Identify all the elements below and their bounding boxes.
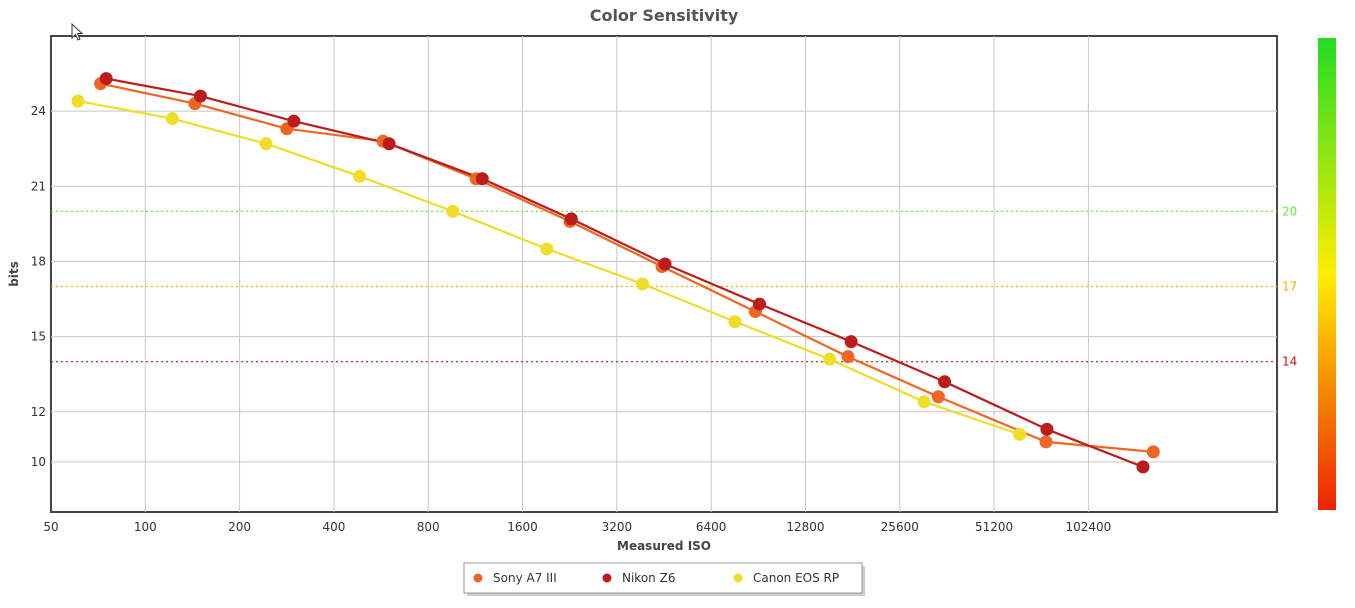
data-point [564,212,578,226]
data-point [636,277,650,291]
data-point [728,315,742,329]
y-tick-label: 24 [31,104,46,118]
legend-marker [602,573,612,583]
reference-line-label: 14 [1282,355,1297,369]
data-point [259,137,273,151]
data-point [1136,460,1150,474]
series-points [71,72,1160,474]
legend-marker [733,573,743,583]
y-tick-label: 18 [31,254,46,268]
legend-box [463,562,863,594]
x-tick-label: 102400 [1065,520,1111,534]
x-tick-label: 400 [322,520,345,534]
data-point [658,257,672,271]
data-point [99,72,113,86]
data-point [1040,422,1054,436]
data-point [193,89,207,103]
x-tick-label: 25600 [881,520,919,534]
series-line [105,77,1144,468]
reference-lines: 20 17 14 [51,204,1297,369]
legend-label: Canon EOS RP [753,571,839,585]
x-tick-label: 200 [228,520,251,534]
reference-line-label: 20 [1282,204,1297,218]
y-tick-label: 21 [31,179,46,193]
y-tick-label: 12 [31,405,46,419]
data-point [1039,435,1053,449]
x-tick-label: 6400 [696,520,727,534]
data-point [931,390,945,404]
x-axis-title: Measured ISO [617,539,711,553]
data-point [841,350,855,364]
chart-title: Color Sensitivity [590,6,739,25]
x-tick-label: 3200 [602,520,633,534]
data-point [844,335,858,349]
legend-label: Nikon Z6 [622,571,675,585]
data-point [446,204,460,218]
x-tick-label: 1600 [507,520,538,534]
data-point [540,242,554,256]
plot-area-frame [50,35,1278,513]
data-point [1013,427,1027,441]
y-axis-tick-labels: 10 12 15 18 21 24 [31,104,46,469]
legend-marker [473,573,483,583]
data-point [752,297,766,311]
x-tick-label: 800 [417,520,440,534]
data-point [475,172,489,186]
reference-line-label: 17 [1282,280,1297,294]
y-tick-label: 10 [31,455,46,469]
legend-label: Sony A7 III [493,571,557,585]
data-point [1146,445,1160,459]
data-point [823,352,837,366]
data-point [353,169,367,183]
cursor-pointer [71,22,84,41]
y-tick-label: 15 [31,330,46,344]
data-point [938,375,952,389]
color-scale-bar [1318,38,1336,510]
series-line [100,82,1154,453]
x-tick-label: 100 [134,520,157,534]
x-tick-label: 50 [43,520,58,534]
data-point [287,114,301,128]
data-point [165,112,179,126]
legend: Sony A7 III Nikon Z6 Canon EOS RP [463,562,865,596]
data-point [382,137,396,151]
data-point [71,94,85,108]
x-tick-label: 12800 [786,520,824,534]
x-axis-tick-labels: 50 100 200 400 800 1600 3200 6400 12800 25600 5120… [43,520,1111,534]
x-tick-label: 51200 [975,520,1013,534]
data-point [917,395,931,409]
y-axis-title: bits [7,261,21,287]
